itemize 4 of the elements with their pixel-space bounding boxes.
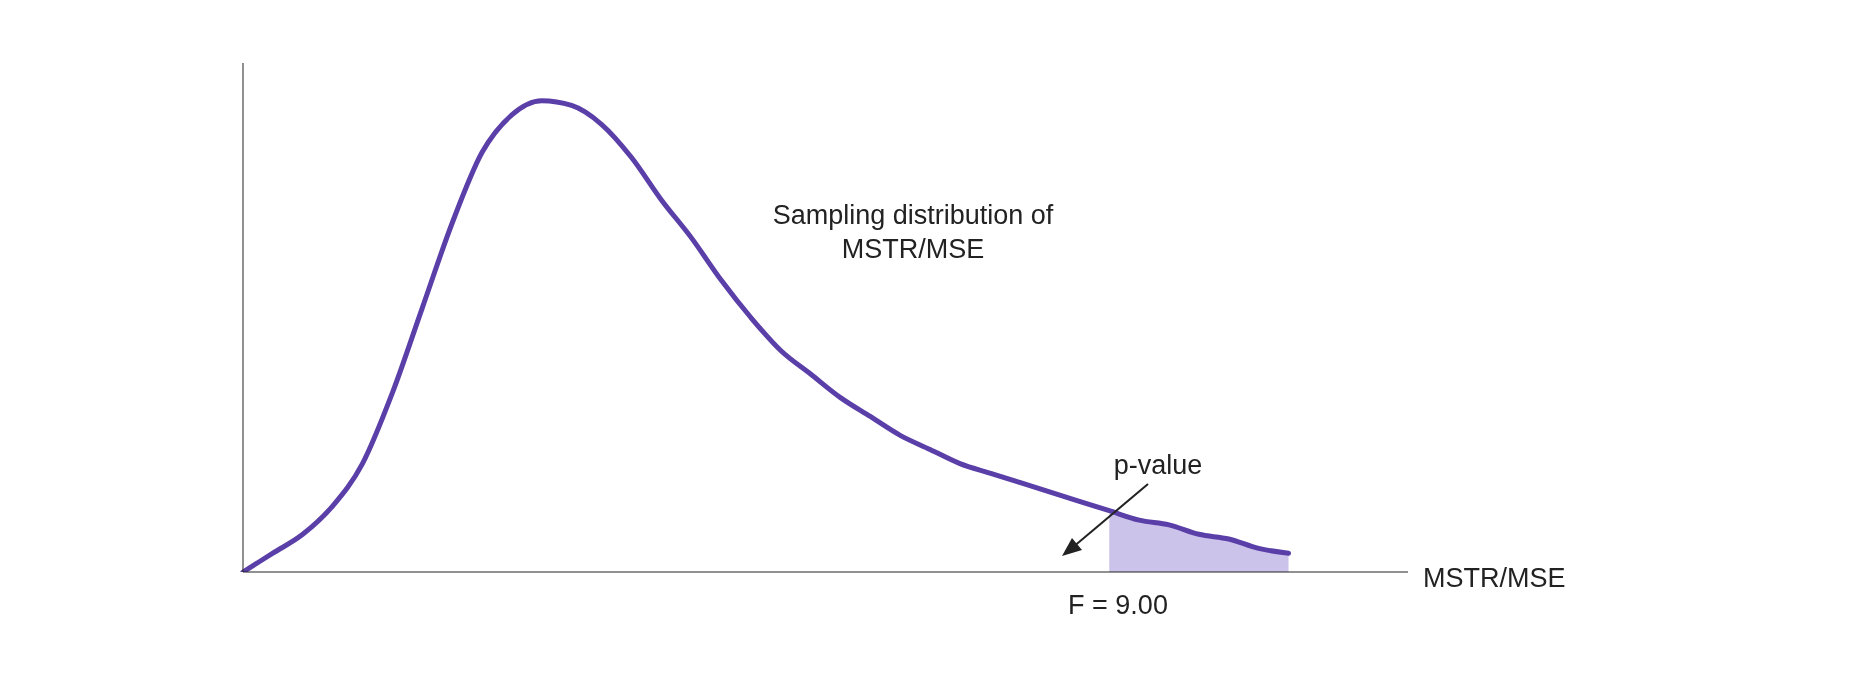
text: F = 9.00 — [1067, 589, 1169, 622]
x-axis-title: MSTR/MSE — [1423, 562, 1566, 593]
annotation: Sampling distribution of MSTR/MSE — [771, 199, 1055, 266]
annotation: p-value — [1112, 449, 1204, 482]
